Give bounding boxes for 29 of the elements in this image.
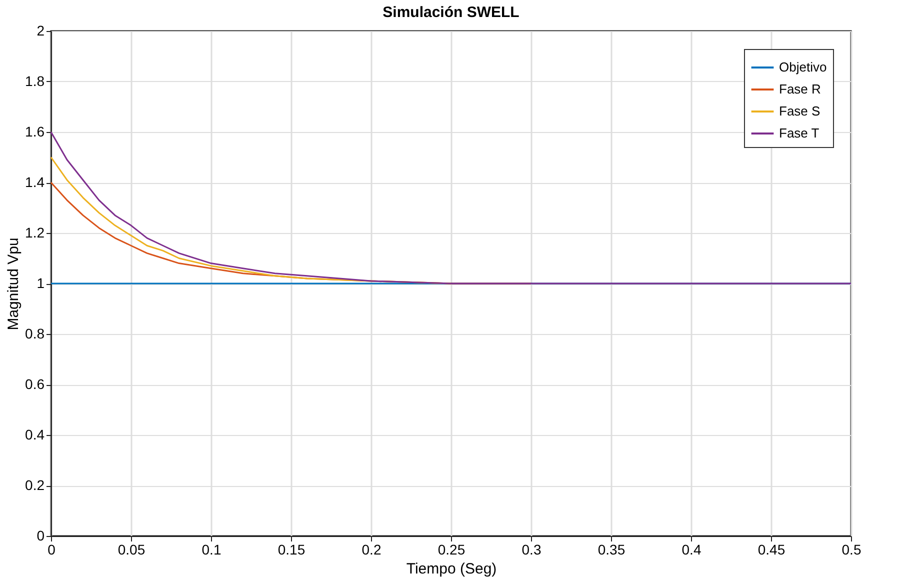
y-tick-label: 0.6	[25, 376, 45, 392]
chart-title: Simulación SWELL	[382, 4, 520, 21]
y-tick-label: 2	[36, 22, 45, 38]
y-tick-label: 0	[36, 528, 45, 544]
y-tick-label: 0.4	[25, 426, 45, 442]
legend-label: Objetivo	[779, 60, 827, 74]
x-tick-label: 0.2	[362, 542, 382, 558]
y-tick-label: 1.4	[25, 174, 45, 190]
x-tick-label: 0.45	[758, 542, 786, 558]
legend-label: Fase R	[779, 82, 821, 96]
y-axis-title: Magnitud Vpu	[5, 238, 22, 330]
x-tick-label: 0.3	[522, 542, 542, 558]
legend-label: Fase T	[779, 126, 820, 140]
y-tick-label: 0.2	[25, 477, 45, 493]
y-tick-label: 1	[36, 275, 45, 291]
x-tick-label: 0	[48, 542, 56, 558]
x-tick-label: 0.05	[118, 542, 146, 558]
y-tick-label: 0.8	[25, 326, 45, 342]
y-tick-label: 1.8	[25, 73, 45, 89]
legend-label: Fase S	[779, 104, 821, 118]
x-tick-label: 0.35	[598, 542, 626, 558]
x-tick-label: 0.25	[438, 542, 466, 558]
y-tick-label: 1.2	[25, 224, 45, 240]
y-tick-label: 1.6	[25, 124, 45, 140]
x-tick-label: 0.1	[202, 542, 222, 558]
x-tick-label: 0.4	[682, 542, 702, 558]
x-tick-label: 0.15	[278, 542, 306, 558]
x-axis-title: Tiempo (Seg)	[406, 560, 497, 578]
x-tick-label: 0.5	[842, 542, 862, 558]
